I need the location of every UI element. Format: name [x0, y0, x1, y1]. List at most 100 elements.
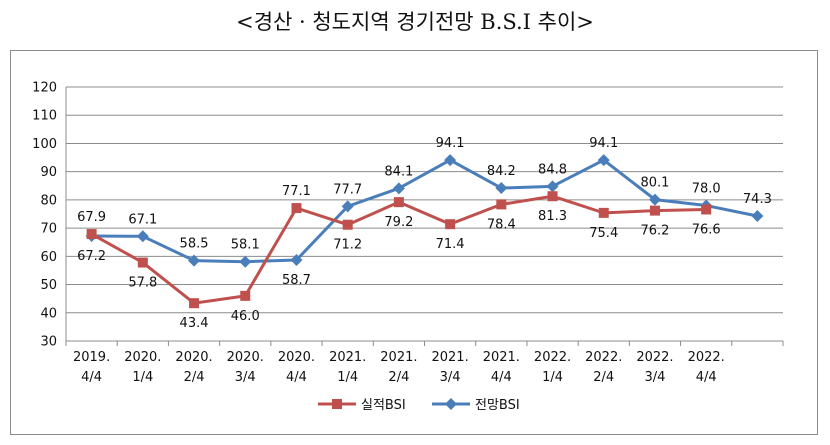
- data-labels: 67.9 57.8 43.4 46.0 77.1 71.2 79.2 71.4 78.4 81.3…: [77, 136, 772, 331]
- x-tick-label: 3/4: [645, 370, 666, 385]
- x-tick-label: 4/4: [286, 370, 307, 385]
- y-tick-label: 70: [40, 222, 57, 237]
- chart-title: <경산 · 청도지역 경기전망 B.S.I 추이>: [236, 10, 594, 34]
- actual-data-label: 67.9: [77, 210, 106, 225]
- x-tick-label: 2019.: [73, 350, 110, 365]
- y-tick-label: 50: [40, 278, 57, 293]
- actual-data-label: 43.4: [180, 316, 209, 331]
- actual-data-label: 77.1: [282, 184, 311, 199]
- forecast-data-label: 74.3: [743, 192, 772, 207]
- legend-marker: [332, 399, 342, 409]
- forecast-data-label: 67.1: [128, 212, 157, 227]
- forecast-data-label: 58.5: [180, 237, 209, 252]
- x-tick-label: 2022.: [585, 350, 622, 365]
- forecast-point: [597, 154, 610, 167]
- x-tick-label: 2021.: [329, 350, 366, 365]
- x-tick-label: 4/4: [491, 370, 512, 385]
- forecast-data-label: 94.1: [589, 136, 618, 151]
- x-tick-label: 2022.: [688, 350, 725, 365]
- y-tick-label: 30: [40, 335, 57, 350]
- actual-data-label: 79.2: [384, 215, 413, 230]
- x-tick-label: 2022.: [636, 350, 673, 365]
- series-layer: [85, 154, 764, 309]
- x-tick-label: 2020.: [278, 350, 315, 365]
- y-tick-label: 100: [32, 137, 57, 152]
- forecast-point: [188, 254, 201, 267]
- legend-label: 전망BSI: [475, 398, 520, 413]
- actual-point: [393, 197, 404, 208]
- x-axis: 2019. 4/4 2020. 1/4 2020. 2/4 2020. 3/4 2020. 4/4…: [73, 350, 725, 385]
- forecast-data-label: 84.2: [487, 164, 516, 179]
- actual-point: [547, 191, 558, 202]
- actual-data-label: 46.0: [231, 309, 260, 324]
- forecast-point: [546, 180, 559, 193]
- actual-point: [445, 219, 456, 230]
- x-tick-label: 2022.: [534, 350, 571, 365]
- x-tick-label: 2021.: [380, 350, 417, 365]
- forecast-point: [341, 200, 354, 213]
- x-tick-label: 1/4: [542, 370, 563, 385]
- actual-point: [598, 207, 609, 218]
- forecast-data-label: 58.1: [231, 238, 260, 253]
- actual-data-label: 81.3: [538, 209, 567, 224]
- legend-label: 실적BSI: [361, 398, 406, 413]
- forecast-point: [290, 254, 303, 267]
- x-tick-label: 2021.: [431, 350, 468, 365]
- legend-item-forecast: 전망BSI: [432, 398, 520, 413]
- y-tick-label: 110: [32, 109, 57, 124]
- y-tick-label: 120: [32, 81, 57, 96]
- legend: 실적BSI 전망BSI: [318, 398, 520, 413]
- x-tick-label: 2020.: [124, 350, 161, 365]
- x-tick-label: 1/4: [132, 370, 153, 385]
- actual-point: [240, 290, 251, 301]
- actual-data-label: 71.2: [333, 238, 362, 253]
- forecast-point: [392, 182, 405, 195]
- actual-point: [137, 257, 148, 268]
- x-tick-label: 4/4: [696, 370, 717, 385]
- forecast-point: [444, 154, 457, 167]
- x-tick-label: 2020.: [227, 350, 264, 365]
- x-tick-label: 2021.: [483, 350, 520, 365]
- x-tick-label: 2/4: [388, 370, 409, 385]
- forecast-data-label: 67.2: [77, 249, 106, 264]
- forecast-data-label: 84.1: [384, 164, 413, 179]
- forecast-data-label: 77.7: [333, 182, 362, 197]
- actual-point: [189, 298, 200, 309]
- x-tick-label: 2/4: [184, 370, 205, 385]
- chart-frame: [10, 50, 818, 435]
- actual-data-label: 76.2: [640, 224, 669, 239]
- forecast-data-label: 84.8: [538, 162, 567, 177]
- actual-data-label: 75.4: [589, 226, 618, 241]
- y-tick-label: 60: [40, 250, 57, 265]
- actual-data-label: 71.4: [436, 237, 465, 252]
- y-tick-label: 40: [40, 306, 57, 321]
- series-line-forecast: [91, 158, 758, 264]
- actual-point: [86, 229, 97, 240]
- forecast-data-label: 78.0: [692, 182, 721, 197]
- actual-data-label: 78.4: [487, 217, 516, 232]
- actual-data-label: 57.8: [128, 276, 157, 291]
- legend-item-actual: 실적BSI: [318, 398, 406, 413]
- forecast-data-label: 58.7: [282, 273, 311, 288]
- forecast-point: [136, 230, 149, 243]
- forecast-point: [648, 193, 661, 206]
- plot-area: [65, 86, 784, 346]
- y-axis: 30 40 50 60 70 80 90 100 110 120: [32, 81, 57, 350]
- actual-point: [342, 219, 353, 230]
- y-tick-label: 90: [40, 165, 57, 180]
- actual-point: [496, 199, 507, 210]
- x-tick-label: 2/4: [593, 370, 614, 385]
- forecast-data-label: 80.1: [640, 176, 669, 191]
- actual-point: [649, 205, 660, 216]
- forecast-point: [751, 209, 764, 222]
- x-tick-label: 4/4: [81, 370, 102, 385]
- actual-point: [291, 203, 302, 214]
- x-tick-label: 3/4: [235, 370, 256, 385]
- legend-marker: [445, 398, 457, 410]
- x-tick-label: 3/4: [440, 370, 461, 385]
- forecast-data-label: 94.1: [436, 136, 465, 151]
- actual-data-label: 76.6: [692, 222, 721, 237]
- forecast-point: [495, 182, 508, 195]
- x-tick-label: 2020.: [175, 350, 212, 365]
